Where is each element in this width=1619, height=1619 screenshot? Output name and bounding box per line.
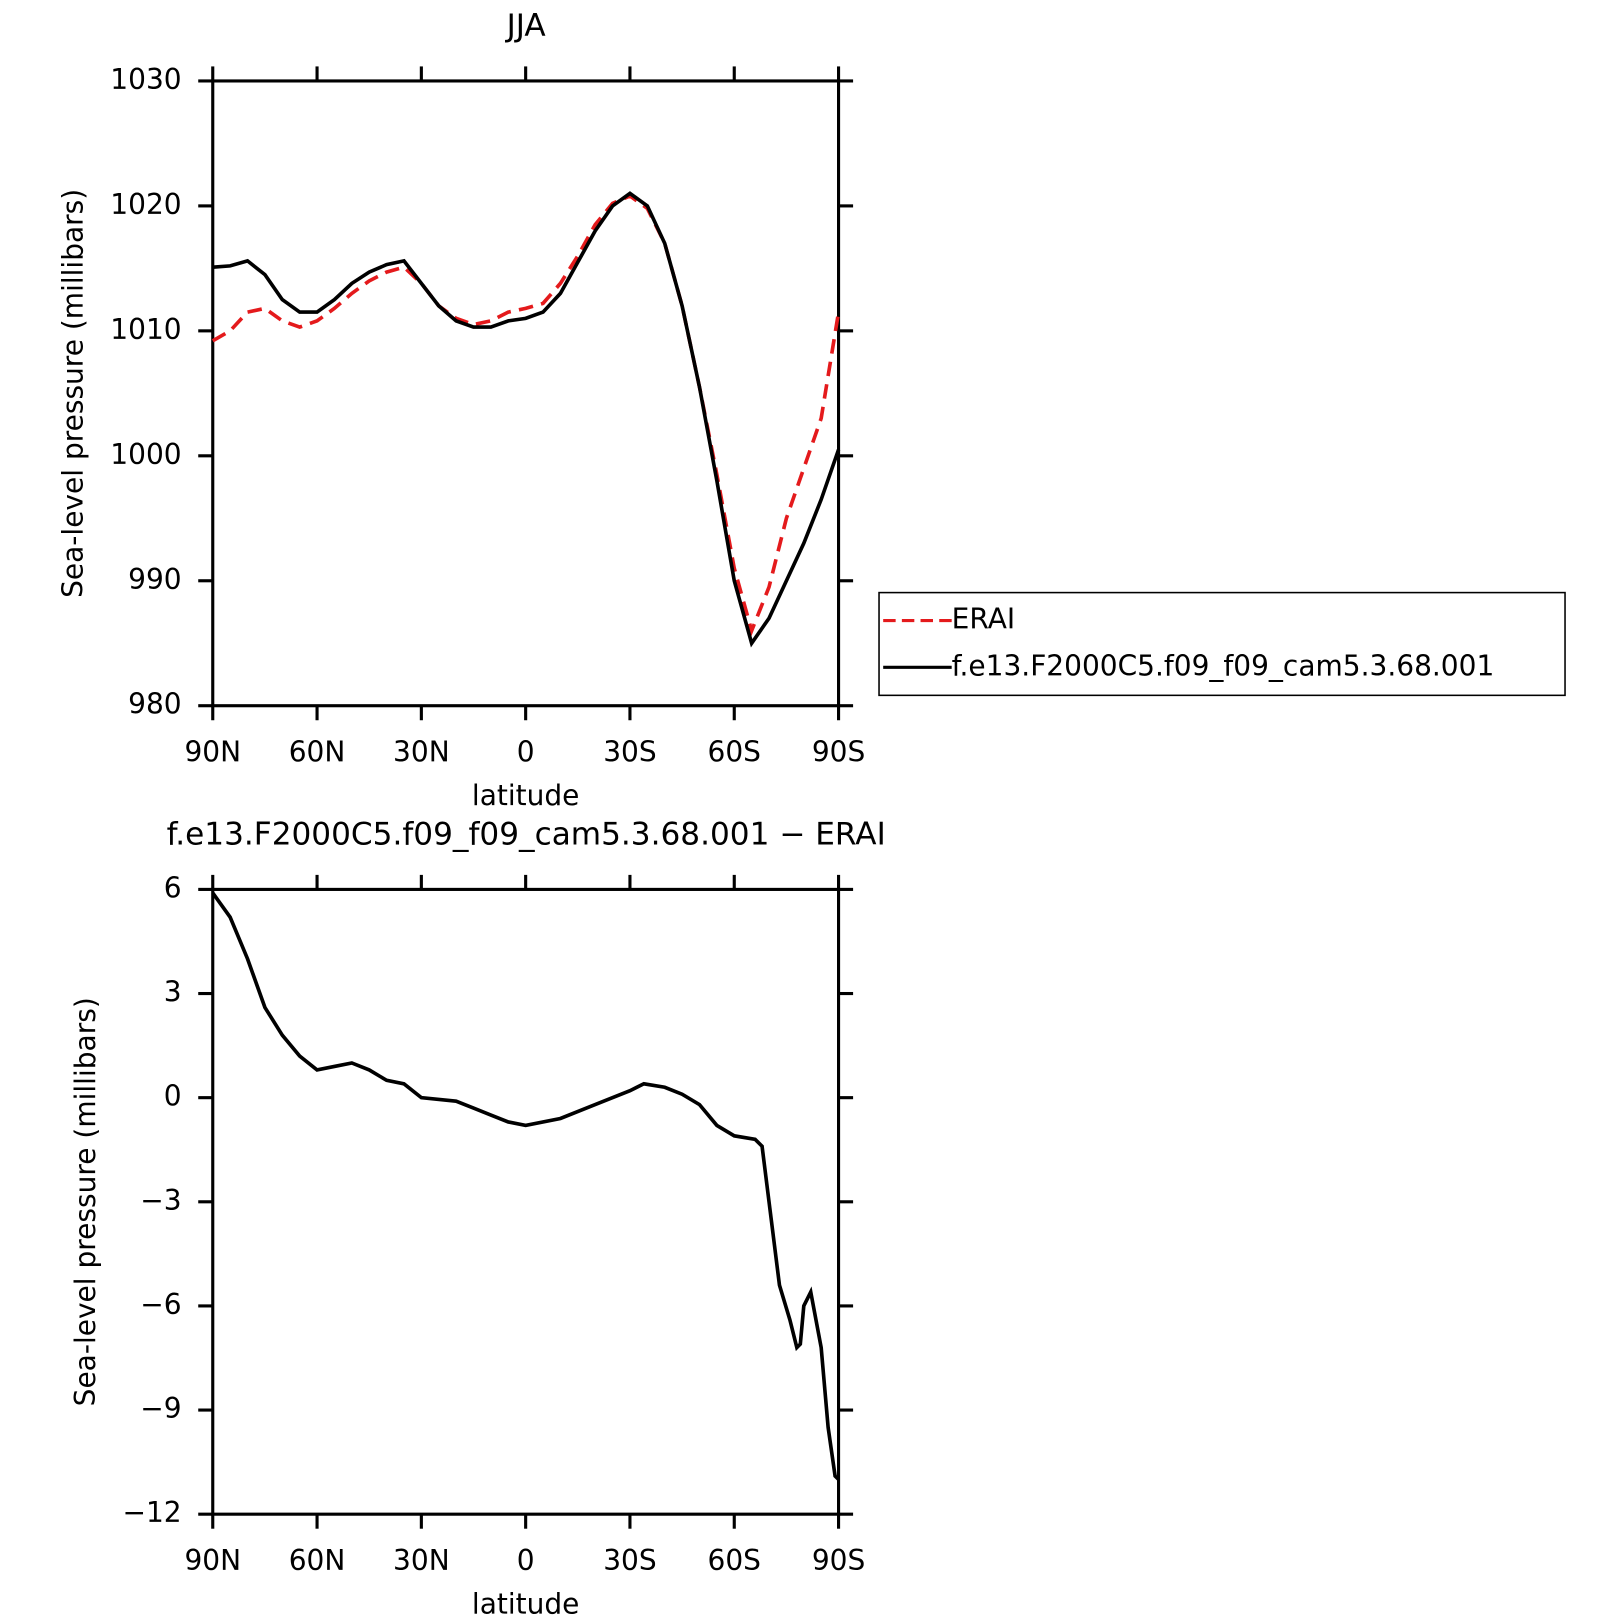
legend-box — [878, 591, 1566, 697]
x-tick-label: 90N — [184, 735, 241, 768]
y-tick-label: 990 — [128, 563, 181, 596]
plot-frame — [211, 79, 841, 708]
y-tick-label: 1010 — [110, 313, 181, 346]
x-axis-label: latitude — [472, 779, 579, 812]
y-tick-label: 6 — [164, 871, 182, 904]
y-tick-label: 3 — [164, 976, 182, 1009]
y-tick-label: 1030 — [110, 63, 181, 96]
data-line — [211, 193, 841, 637]
y-axis-label: Sea-level pressure (millibars) — [57, 189, 90, 598]
chart-title: f.e13.F2000C5.f09_f09_cam5.3.68.001 − ER… — [167, 816, 886, 852]
x-tick-label: 60N — [289, 735, 346, 768]
y-tick-label: 0 — [164, 1080, 182, 1113]
y-tick-label: −3 — [140, 1184, 181, 1217]
x-tick-label: 30S — [603, 1544, 656, 1577]
x-tick-label: 0 — [517, 735, 535, 768]
y-tick-label: −9 — [140, 1392, 181, 1425]
x-tick-label: 0 — [517, 1544, 535, 1577]
y-tick-label: −12 — [122, 1496, 181, 1529]
x-tick-label: 90S — [812, 1544, 865, 1577]
x-tick-label: 60S — [708, 735, 761, 768]
data-line — [212, 191, 841, 648]
y-axis-label: Sea-level pressure (millibars) — [69, 997, 102, 1406]
x-axis-label: latitude — [472, 1588, 579, 1619]
data-line — [211, 891, 840, 1481]
x-tick-label: 30S — [603, 735, 656, 768]
legend-label: f.e13.F2000C5.f09_f09_cam5.3.68.001 — [952, 649, 1495, 682]
x-tick-label: 60N — [289, 1544, 346, 1577]
x-tick-label: 90N — [184, 1544, 241, 1577]
chart-title: JJA — [505, 8, 547, 44]
x-tick-label: 30N — [393, 1544, 450, 1577]
plot-frame — [211, 887, 841, 1516]
x-tick-label: 30N — [393, 735, 450, 768]
legend-label: ERAI — [952, 603, 1015, 636]
y-tick-label: −6 — [140, 1288, 181, 1321]
y-tick-label: 1000 — [110, 438, 181, 471]
y-tick-label: 980 — [128, 688, 181, 721]
x-tick-label: 90S — [812, 735, 865, 768]
x-tick-label: 60S — [708, 1544, 761, 1577]
y-tick-label: 1020 — [110, 188, 181, 221]
